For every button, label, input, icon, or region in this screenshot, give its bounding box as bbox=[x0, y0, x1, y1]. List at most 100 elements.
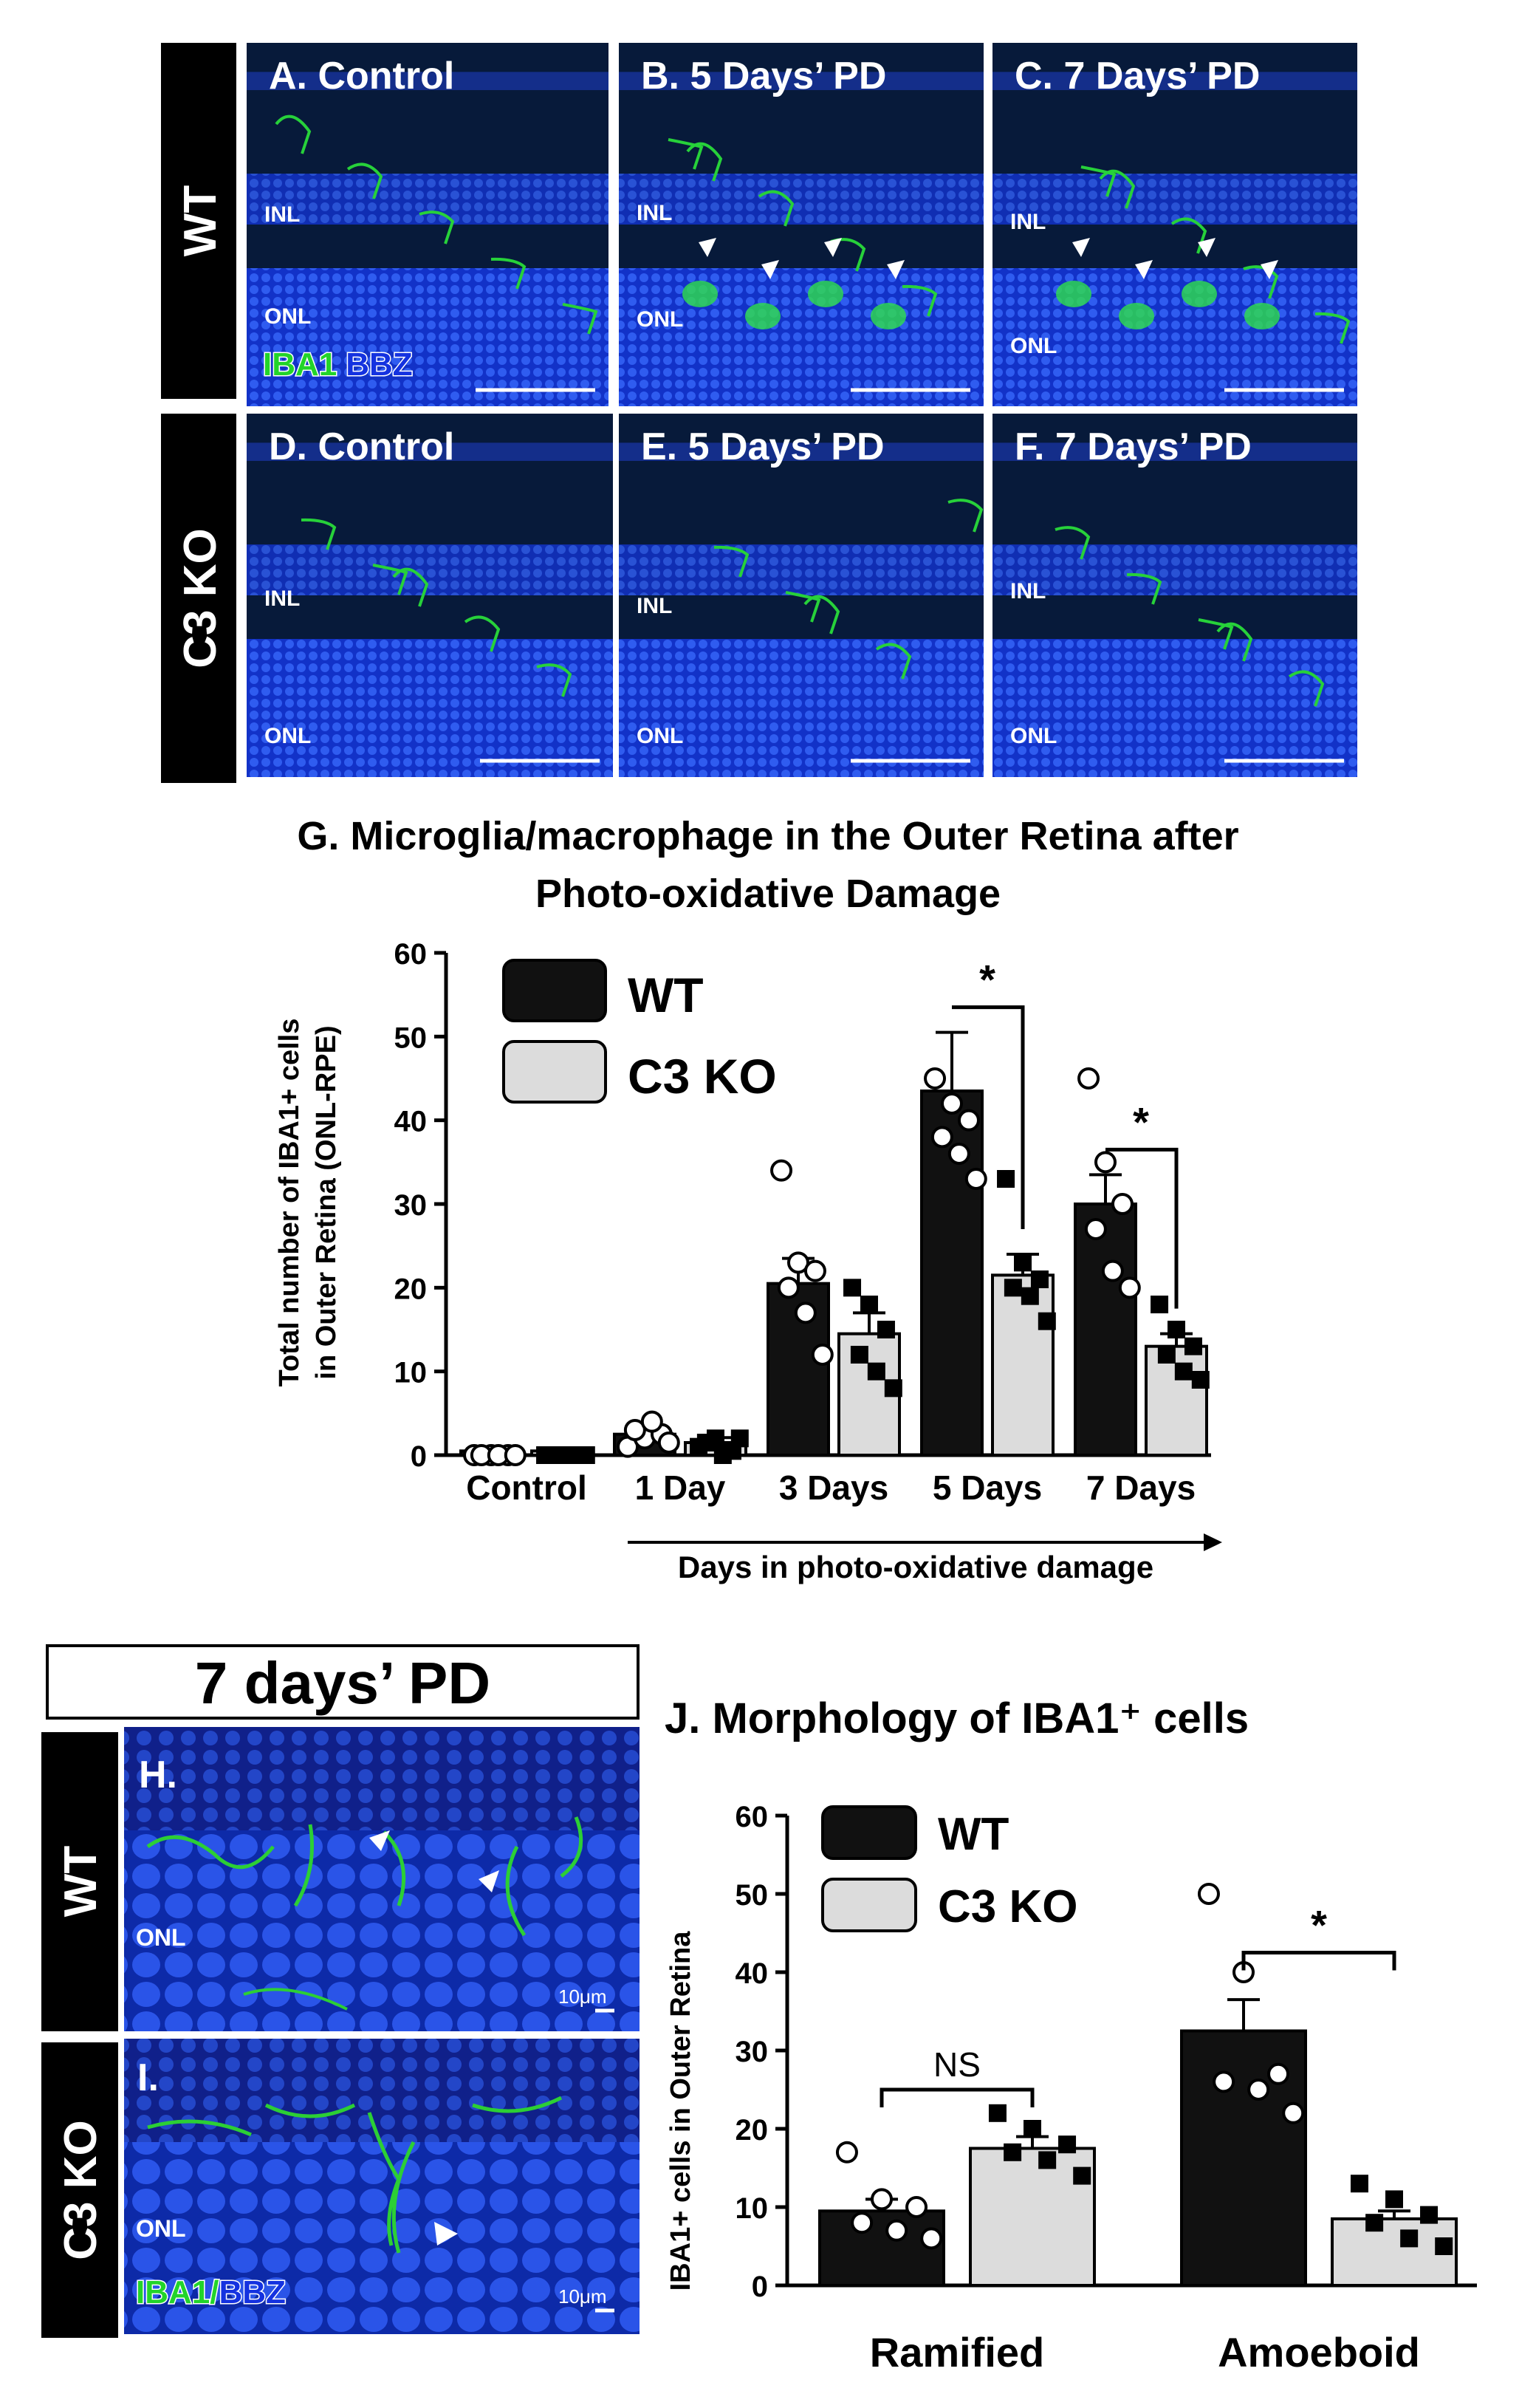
row-label-wt: WT bbox=[175, 185, 226, 257]
chart-g-point-c3ko bbox=[713, 1446, 732, 1464]
chart-j-category-label: Ramified bbox=[870, 2329, 1045, 2375]
panel-d-onl: ONL bbox=[264, 724, 311, 748]
panel-h-layer: ONL bbox=[136, 1924, 186, 1951]
chart-g-sig-label: * bbox=[1133, 1098, 1149, 1145]
panel-e-onl: ONL bbox=[637, 724, 683, 748]
chart-g-point-c3ko bbox=[696, 1434, 715, 1451]
panel-c-onl: ONL bbox=[1010, 334, 1057, 358]
microscopy-bottom: 7 days’ PD WT C3 KO H. ONL 10μm I. ONL I… bbox=[41, 1644, 640, 2338]
chart-g-point-c3ko bbox=[1038, 1312, 1056, 1330]
chart-j-point-c3ko bbox=[1004, 2143, 1022, 2161]
chart-g-point-wt bbox=[957, 1109, 980, 1132]
chart-j-ytick-label: 10 bbox=[736, 2192, 769, 2225]
chart-g-point-c3ko bbox=[884, 1379, 902, 1398]
chart-j-legend-swatch bbox=[821, 1805, 917, 1860]
chart-g-point-wt bbox=[794, 1302, 817, 1324]
chart-j-point-c3ko bbox=[1420, 2206, 1439, 2224]
chart-g-bar bbox=[920, 1090, 984, 1457]
chart-g-category-label: 7 Days bbox=[1086, 1468, 1196, 1507]
chart-g-point-wt bbox=[770, 1159, 793, 1182]
chart-j-ylabel: IBA1+ cells in Outer Retina bbox=[665, 1931, 696, 2291]
panel-a-label: A. Control bbox=[269, 55, 454, 98]
chart-j-bar bbox=[818, 2209, 945, 2288]
panel-i-scale: 10μm bbox=[558, 2285, 607, 2308]
panel-e: E. 5 Days’ PD INL ONL bbox=[619, 414, 984, 777]
chart-g-point-c3ko bbox=[843, 1279, 862, 1297]
chart-g-point-wt bbox=[947, 1143, 970, 1165]
chart-g-xlabel: Days in photo-oxidative damage bbox=[678, 1550, 1153, 1584]
panel-i-label: I. bbox=[137, 2056, 159, 2099]
chart-g-ytick-label: 50 bbox=[394, 1022, 428, 1054]
chart-g-point-c3ko bbox=[877, 1321, 895, 1338]
chart-g-point-c3ko bbox=[1004, 1279, 1022, 1297]
panel-a-onl: ONL bbox=[264, 304, 311, 329]
panel-i-layer: ONL bbox=[136, 2215, 186, 2242]
chart-j-title: J. Morphology of IBA1⁺ cells bbox=[665, 1694, 1249, 1742]
chart-g-point-c3ko bbox=[1184, 1337, 1202, 1355]
panel-b-label: B. 5 Days’ PD bbox=[641, 55, 886, 98]
panel-i-stain-iba1: IBA1 bbox=[136, 2274, 210, 2310]
chart-g-point-wt bbox=[1094, 1151, 1117, 1174]
panel-d-inl: INL bbox=[264, 586, 300, 611]
panel-a: A. Control INL ONL IBA1 BBZ bbox=[247, 43, 608, 406]
chart-g-point-wt bbox=[1101, 1259, 1124, 1282]
chart-g-point-c3ko bbox=[730, 1429, 749, 1448]
chart-j: J. Morphology of IBA1⁺ cells IBA1+ cells… bbox=[665, 1694, 1477, 2375]
panel-f-label: F. 7 Days’ PD bbox=[1015, 425, 1252, 468]
chart-g-point-c3ko bbox=[997, 1170, 1015, 1188]
chart-j-point-wt bbox=[1247, 2079, 1270, 2101]
chart-g-ytick-label: 30 bbox=[394, 1189, 428, 1222]
chart-g-point-wt bbox=[924, 1067, 947, 1090]
chart-j-point-wt bbox=[1213, 2070, 1235, 2093]
chart-g-ytick-label: 10 bbox=[394, 1357, 428, 1389]
panel-e-label: E. 5 Days’ PD bbox=[641, 425, 885, 468]
panel-c-label: C. 7 Days’ PD bbox=[1015, 55, 1260, 98]
chart-j-point-c3ko bbox=[1073, 2166, 1091, 2185]
chart-j-point-wt bbox=[851, 2212, 874, 2234]
chart-g-category-label: 5 Days bbox=[933, 1468, 1042, 1507]
chart-g-legend-label: C3 KO bbox=[628, 1049, 777, 1104]
row-label-bar-c3ko bbox=[161, 414, 236, 783]
chart-j-point-c3ko bbox=[1350, 2175, 1368, 2193]
chart-g-point-wt bbox=[777, 1276, 800, 1299]
chart-j-ytick-label: 0 bbox=[752, 2271, 768, 2303]
chart-g-ytick-label: 0 bbox=[411, 1440, 427, 1473]
chart-j-legend-label: WT bbox=[938, 1809, 1009, 1860]
panel-c-inl: INL bbox=[1010, 210, 1046, 234]
chart-j-ytick-label: 30 bbox=[736, 2036, 769, 2068]
row-label-i: C3 KO bbox=[55, 2120, 106, 2260]
chart-j-point-wt bbox=[1267, 2062, 1290, 2085]
chart-j-point-wt bbox=[885, 2219, 908, 2242]
chart-j-point-wt bbox=[835, 2141, 858, 2164]
chart-j-point-c3ko bbox=[1435, 2237, 1453, 2255]
panel-d-label: D. Control bbox=[269, 425, 454, 468]
chart-j-ytick-label: 60 bbox=[736, 1801, 769, 1833]
panel-a-stain-bbz: BBZ bbox=[346, 346, 412, 383]
chart-j-ytick-label: 50 bbox=[736, 1879, 769, 1912]
chart-j-point-wt bbox=[920, 2227, 943, 2250]
chart-j-point-c3ko bbox=[1058, 2135, 1077, 2154]
panel-f: F. 7 Days’ PD INL ONL bbox=[992, 414, 1357, 777]
panel-b: B. 5 Days’ PD INL ONL bbox=[619, 43, 984, 406]
chart-j-sig-bracket bbox=[1241, 1951, 1396, 1971]
panel-a-stain-iba1: IBA1 bbox=[263, 346, 337, 383]
chart-g-point-wt bbox=[787, 1251, 809, 1274]
chart-g-point-wt bbox=[930, 1126, 953, 1149]
chart-j-point-c3ko bbox=[1385, 2190, 1403, 2209]
chart-g-legend-label: WT bbox=[628, 968, 704, 1022]
panel-a-inl: INL bbox=[264, 202, 300, 227]
chart-g-category-label: 1 Day bbox=[635, 1468, 726, 1507]
chart-g: G. Microglia/macrophage in the Outer Ret… bbox=[274, 814, 1239, 1584]
chart-g-point-wt bbox=[803, 1259, 826, 1282]
chart-j-point-wt bbox=[1197, 1883, 1220, 1905]
chart-g-legend-swatch bbox=[502, 1040, 607, 1104]
chart-j-point-c3ko bbox=[1038, 2151, 1057, 2169]
chart-g-sig-bracket bbox=[952, 1005, 1025, 1229]
chart-g-point-c3ko bbox=[560, 1446, 578, 1464]
chart-g-point-c3ko bbox=[1151, 1296, 1169, 1313]
panel-b-inl: INL bbox=[637, 201, 672, 225]
chart-j-point-c3ko bbox=[1024, 2120, 1041, 2138]
panel-e-inl: INL bbox=[637, 594, 672, 618]
